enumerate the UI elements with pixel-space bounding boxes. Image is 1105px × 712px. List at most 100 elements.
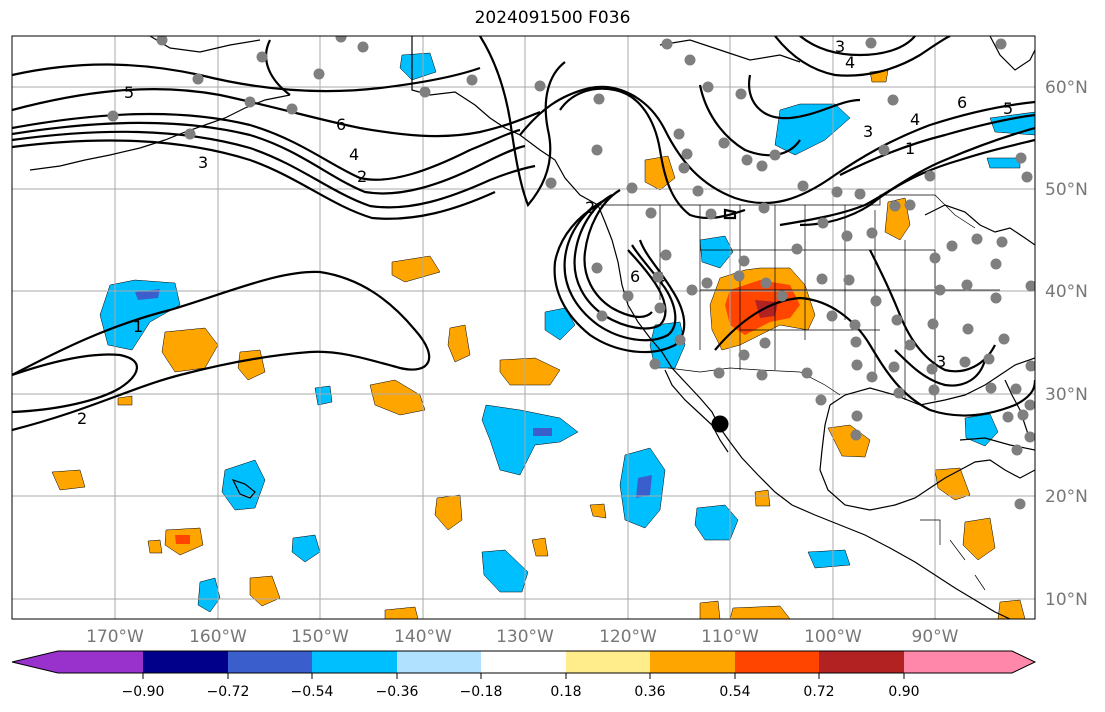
contour-trough-2 xyxy=(563,199,677,342)
negative-anomaly-core xyxy=(636,475,652,498)
baja-california xyxy=(664,369,729,453)
longitude-label: 130°W xyxy=(496,627,554,647)
colorbar-segment xyxy=(566,651,650,673)
colorbar-segment xyxy=(312,651,397,673)
contour-mid-1 xyxy=(698,84,801,157)
longitude-label: 160°W xyxy=(189,627,247,647)
negative-anomaly-patch xyxy=(314,385,333,406)
positive-anomaly-patch xyxy=(384,606,419,619)
longitude-label: 120°W xyxy=(599,627,657,647)
contour-north-pacific-1 xyxy=(12,112,521,181)
cuba xyxy=(959,437,1035,451)
negative-anomaly-patch xyxy=(649,321,686,369)
contour-southwest-high-2 xyxy=(869,249,996,373)
contour-trough-4 xyxy=(583,189,653,318)
positive-anomaly-patch xyxy=(147,539,163,554)
contour-label: 4 xyxy=(910,110,920,129)
gulf-of-mexico-coast xyxy=(829,357,1035,406)
contour-label: 1 xyxy=(905,139,915,158)
negative-anomaly-patch xyxy=(291,534,321,563)
positive-anomaly-core xyxy=(175,535,190,544)
contour-ridge-east-3 xyxy=(839,113,1035,176)
latitude-label: 30°N xyxy=(1045,385,1088,405)
highlighted-station-marker xyxy=(711,415,729,433)
negative-anomaly-patch xyxy=(481,549,529,593)
contour-subtropical-1 xyxy=(12,270,431,432)
positive-anomaly-patch xyxy=(934,467,971,501)
mexico-east-coast xyxy=(819,404,1035,511)
latitude-label: 20°N xyxy=(1045,487,1088,507)
figure-title: 2024091500 F036 xyxy=(474,8,631,28)
negative-anomaly-patch xyxy=(99,279,181,351)
canada-coast xyxy=(659,39,801,63)
colorbar-tick-label: 0.90 xyxy=(888,684,919,700)
colorbar-outline xyxy=(11,650,1037,674)
positive-anomaly-patch xyxy=(962,517,996,561)
negative-anomaly-patch xyxy=(989,111,1035,136)
negative-anomaly-core xyxy=(135,289,160,300)
colorbar-segment xyxy=(228,651,312,673)
central-america-borders xyxy=(920,519,986,591)
colorbar-tick-label: 0.18 xyxy=(550,684,581,700)
contour-label: 4 xyxy=(349,145,359,164)
contour-label: 2 xyxy=(357,167,367,186)
positive-anomaly-patch xyxy=(531,537,549,557)
contour-north-pacific-4 xyxy=(12,139,496,220)
contour-label: 6 xyxy=(336,115,346,134)
hawaii xyxy=(231,478,256,499)
contour-label: 3 xyxy=(863,122,873,141)
contour-trough-5 xyxy=(559,87,746,219)
contour-label: 6 xyxy=(630,267,640,286)
canada-us-border xyxy=(598,194,976,229)
negative-anomaly-patch xyxy=(221,459,266,511)
negative-anomaly-patch xyxy=(699,235,734,269)
florida xyxy=(1004,379,1031,441)
contour-northeast-2 xyxy=(799,36,916,57)
colorbar: −0.90 −0.72 −0.54 −0.36 −0.18 0.18 0.36 … xyxy=(11,650,1037,700)
contour-ridge-east-1 xyxy=(519,85,1035,205)
contour-north-pacific-6 xyxy=(12,63,481,93)
colorbar-tick-label: −0.54 xyxy=(291,684,334,700)
contour-label: 2 xyxy=(585,198,595,217)
positive-anomaly-patch xyxy=(499,357,561,386)
negative-anomaly-patch xyxy=(544,307,576,341)
latitude-label: 60°N xyxy=(1045,78,1088,98)
positive-anomaly-patch xyxy=(447,324,471,363)
contour-label: 6 xyxy=(957,93,967,112)
positive-anomaly-patch xyxy=(117,395,133,406)
station-markers xyxy=(107,36,1035,510)
colorbar-tick-label: 0.54 xyxy=(719,684,750,700)
colorbar-tick-labels: −0.90 −0.72 −0.54 −0.36 −0.18 0.18 0.36 … xyxy=(122,684,920,700)
contour-label: 3 xyxy=(198,153,208,172)
alaska-coast xyxy=(411,36,599,206)
latitude-labels: 60°N 50°N 40°N 30°N 20°N 10°N xyxy=(1045,78,1088,610)
longitude-label: 140°W xyxy=(394,627,452,647)
latitude-label: 50°N xyxy=(1045,180,1088,200)
contour-labels: 2 1 2 4 5 6 4 3 6 2 3 4 5 6 3 1 4 3 xyxy=(77,37,1013,428)
colorbar-segment xyxy=(143,651,228,673)
positive-anomaly-patch xyxy=(699,600,721,619)
contour-northeast-3 xyxy=(747,74,861,120)
longitude-label: 170°W xyxy=(86,627,144,647)
state-borders xyxy=(659,205,1000,400)
hudson-bay-coast xyxy=(989,36,1035,71)
positive-anomaly-patch xyxy=(729,605,791,619)
colorbar-tick-label: 0.36 xyxy=(634,684,665,700)
great-lakes xyxy=(924,204,1035,246)
gridlines xyxy=(12,36,1035,619)
positive-anomaly-patch xyxy=(51,469,86,491)
negative-anomaly-patch xyxy=(481,404,579,476)
contour-north-pacific-5 xyxy=(12,88,541,138)
anomaly-fills xyxy=(51,52,1035,619)
contour-north-pacific-3 xyxy=(12,130,536,209)
contour-label: 5 xyxy=(1003,99,1013,118)
positive-anomaly-patch xyxy=(997,599,1026,619)
contour-mid-2 xyxy=(723,208,737,220)
colorbar-tick-label: −0.90 xyxy=(122,684,165,700)
negative-anomaly-patch xyxy=(986,157,1021,169)
colorbar-segment xyxy=(819,651,904,673)
contour-subtropical-2 xyxy=(12,353,138,414)
negative-anomaly-patch xyxy=(399,52,437,81)
colorbar-segment xyxy=(481,651,566,673)
